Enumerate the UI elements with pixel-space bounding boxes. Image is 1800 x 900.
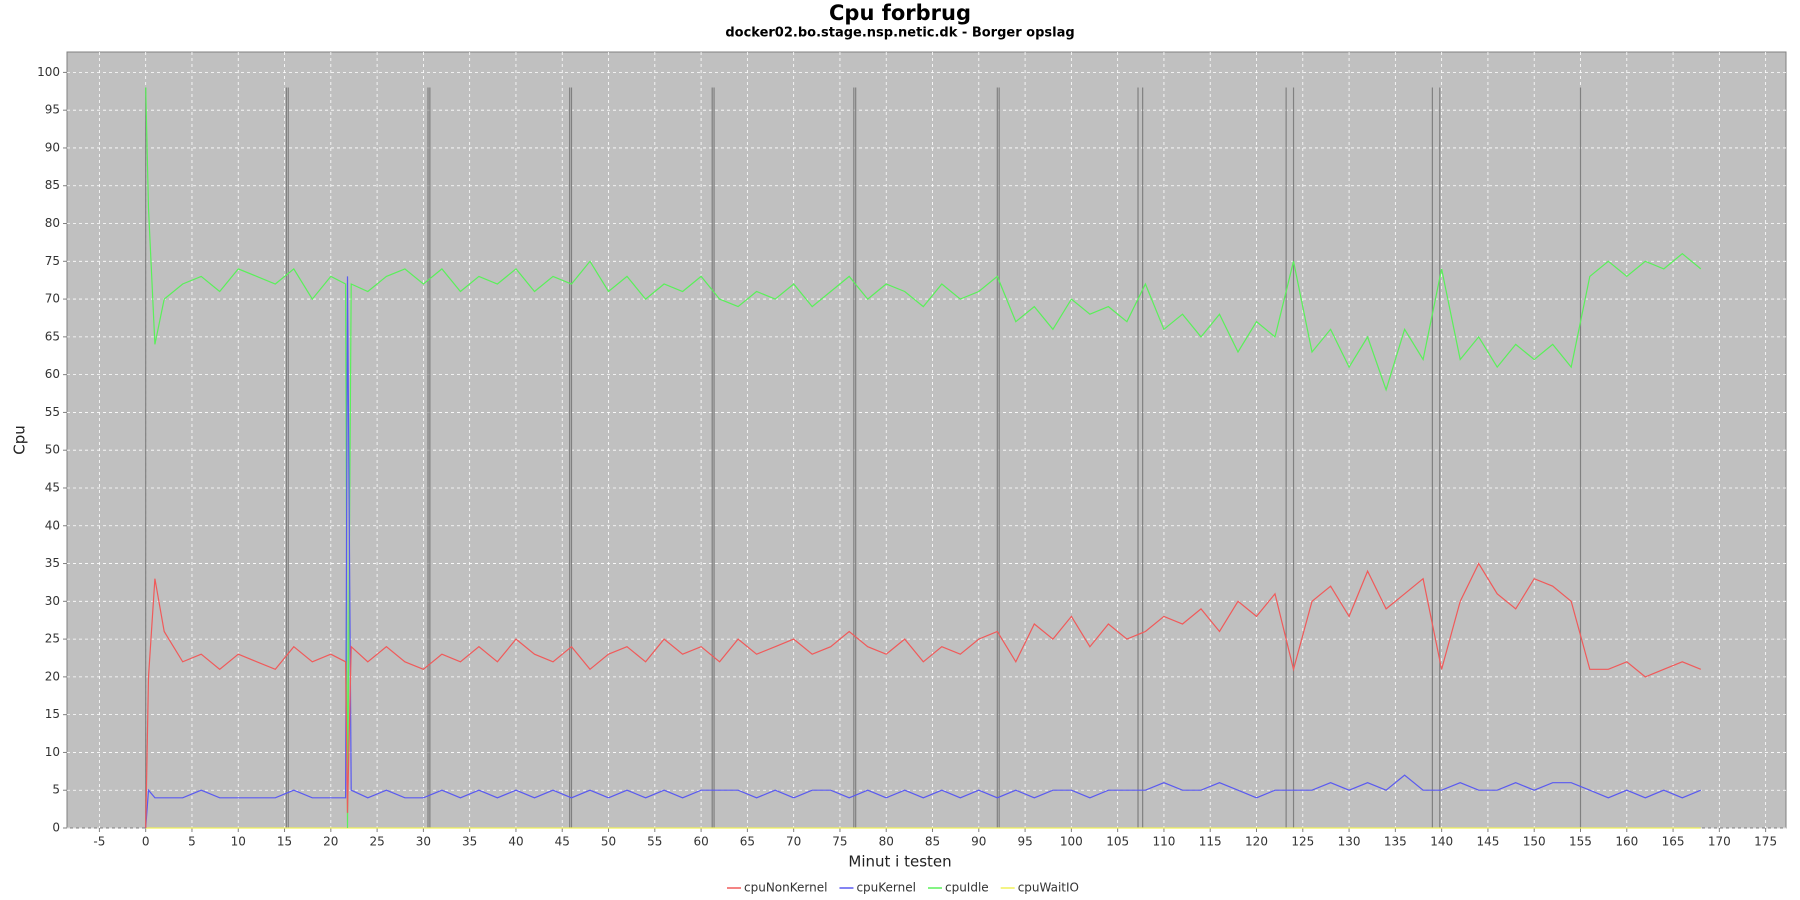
x-tick-label: 120 bbox=[1245, 835, 1268, 849]
y-tick-label: 15 bbox=[45, 707, 60, 721]
x-tick-label: 105 bbox=[1106, 835, 1129, 849]
series-line bbox=[145, 276, 1702, 829]
y-tick-label: 35 bbox=[45, 556, 60, 570]
x-tick-label: 170 bbox=[1708, 835, 1731, 849]
y-tick-label: 10 bbox=[45, 745, 60, 759]
x-tick-label: 25 bbox=[369, 835, 384, 849]
y-axis-label: Cpu bbox=[11, 425, 29, 455]
chart-subtitle: docker02.bo.stage.nsp.netic.dk - Borger … bbox=[725, 26, 1074, 41]
x-tick-label: 15 bbox=[277, 835, 292, 849]
y-tick-label: 95 bbox=[45, 103, 60, 117]
x-tick-label: 70 bbox=[786, 835, 801, 849]
y-tick-label: 100 bbox=[37, 65, 60, 79]
chart-title: Cpu forbrug bbox=[829, 1, 971, 25]
x-tick-label: 165 bbox=[1662, 835, 1685, 849]
y-tick-label: 70 bbox=[45, 292, 60, 306]
x-tick-label: 0 bbox=[142, 835, 150, 849]
x-tick-label: 35 bbox=[462, 835, 477, 849]
x-tick-label: 85 bbox=[925, 835, 940, 849]
x-tick-label: 140 bbox=[1430, 835, 1453, 849]
y-tick-label: 50 bbox=[45, 443, 60, 457]
y-tick-label: 80 bbox=[45, 216, 60, 230]
y-tick-label: 90 bbox=[45, 140, 60, 154]
x-tick-label: 55 bbox=[647, 835, 662, 849]
x-tick-label: 150 bbox=[1523, 835, 1546, 849]
y-tick-label: 75 bbox=[45, 254, 60, 268]
x-tick-label: 130 bbox=[1338, 835, 1361, 849]
x-tick-label: 20 bbox=[323, 835, 338, 849]
y-tick-label: 40 bbox=[45, 518, 60, 532]
y-tick-label: 45 bbox=[45, 480, 60, 494]
legend-label: cpuWaitIO bbox=[1018, 881, 1079, 895]
x-tick-label: 90 bbox=[971, 835, 986, 849]
legend-label: cpuKernel bbox=[856, 881, 916, 895]
x-tick-label: 80 bbox=[879, 835, 894, 849]
plot-area bbox=[66, 51, 1787, 829]
x-tick-label: -5 bbox=[93, 835, 105, 849]
x-tick-label: 125 bbox=[1291, 835, 1314, 849]
x-axis-label: Minut i testen bbox=[848, 853, 951, 871]
x-tick-label: 65 bbox=[740, 835, 755, 849]
series-line bbox=[145, 87, 1702, 829]
x-tick-label: 5 bbox=[188, 835, 196, 849]
y-tick-label: 55 bbox=[45, 405, 60, 419]
x-tick-label: 60 bbox=[693, 835, 708, 849]
x-tick-label: 10 bbox=[231, 835, 246, 849]
x-tick-label: 115 bbox=[1199, 835, 1222, 849]
x-tick-label: 45 bbox=[555, 835, 570, 849]
y-tick-label: 65 bbox=[45, 329, 60, 343]
x-tick-label: 100 bbox=[1060, 835, 1083, 849]
x-tick-label: 175 bbox=[1754, 835, 1777, 849]
x-tick-label: 135 bbox=[1384, 835, 1407, 849]
x-tick-label: 30 bbox=[416, 835, 431, 849]
y-tick-label: 30 bbox=[45, 594, 60, 608]
y-tick-label: 0 bbox=[52, 821, 60, 835]
legend-label: cpuIdle bbox=[945, 881, 989, 895]
series-line bbox=[145, 562, 1702, 829]
x-tick-label: 50 bbox=[601, 835, 616, 849]
y-tick-label: 20 bbox=[45, 669, 60, 683]
y-tick-label: 25 bbox=[45, 632, 60, 646]
y-tick-label: 5 bbox=[52, 783, 60, 797]
x-tick-label: 95 bbox=[1017, 835, 1032, 849]
x-tick-label: 160 bbox=[1615, 835, 1638, 849]
x-tick-label: 110 bbox=[1152, 835, 1175, 849]
x-tick-label: 145 bbox=[1476, 835, 1499, 849]
x-tick-label: 40 bbox=[508, 835, 523, 849]
x-tick-label: 75 bbox=[832, 835, 847, 849]
x-tick-label: 155 bbox=[1569, 835, 1592, 849]
y-tick-label: 85 bbox=[45, 178, 60, 192]
legend-label: cpuNonKernel bbox=[744, 881, 827, 895]
y-tick-label: 60 bbox=[45, 367, 60, 381]
